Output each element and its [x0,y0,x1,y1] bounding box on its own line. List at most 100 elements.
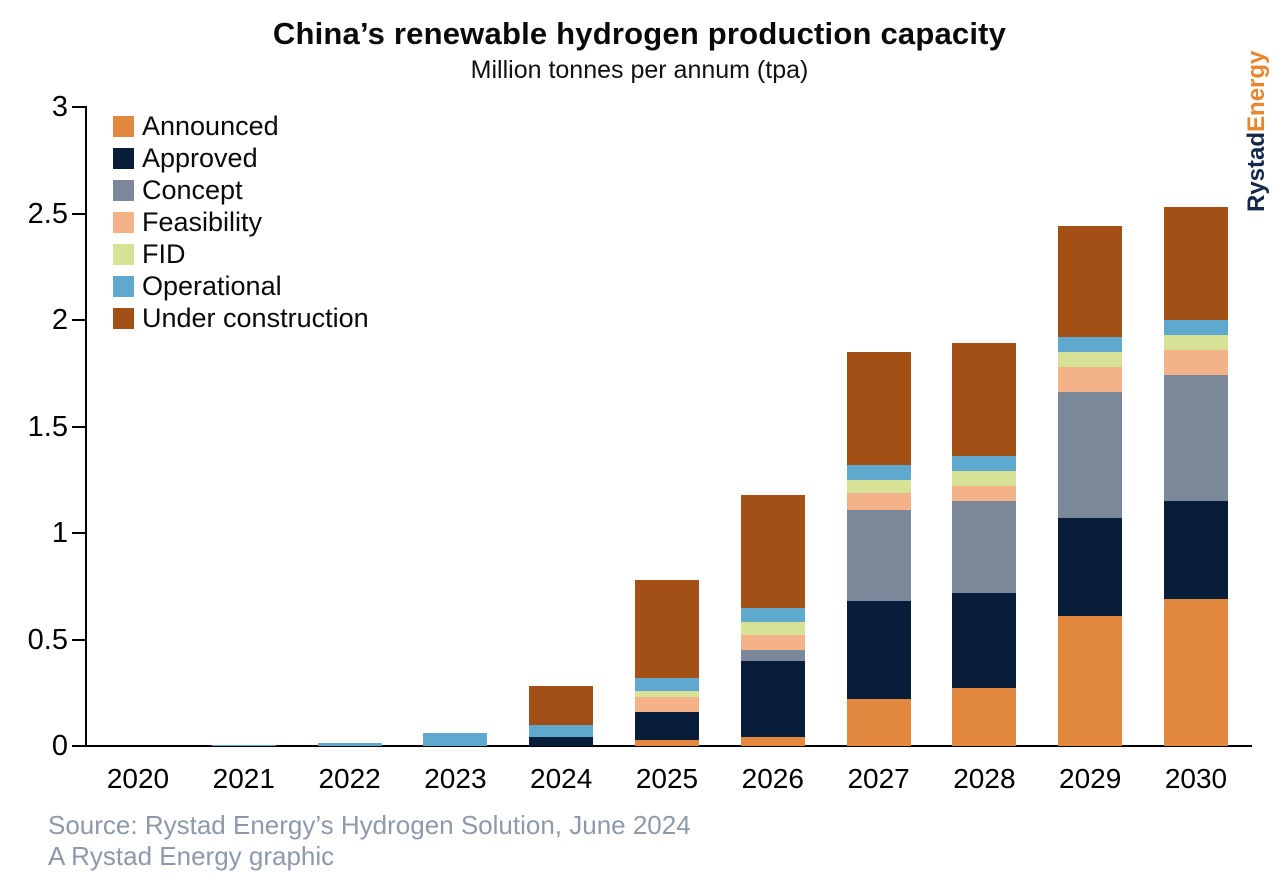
bar-segment-2030-under-construction [1164,207,1228,320]
x-tick-label: 2024 [530,763,593,794]
chart-subtitle: Million tonnes per annum (tpa) [470,56,809,84]
bar-segment-2025-feasibility [635,697,699,712]
source-text: Source: Rystad Energy’s Hydrogen Solutio… [48,810,691,840]
bar-segment-2023-operational [423,733,488,746]
y-tick-label: 3 [51,91,68,123]
x-tick-label: 2022 [318,763,381,794]
y-tick-mark [72,212,85,215]
bar-segment-2027-operational [846,464,911,480]
bar-segment-2029-concept [1058,392,1123,519]
bar-segment-2029-approved [1058,518,1123,617]
bar-segment-2026-fid [740,622,805,636]
y-tick-label: 1.5 [27,410,68,443]
y-tick-mark [72,638,85,641]
bar-segment-2024-operational [529,724,594,738]
bar-segment-2030-concept [1164,375,1228,502]
legend-label: FID [142,239,186,269]
bar-segment-2027-approved [846,601,911,700]
legend-item-under-construction: Under construction [113,302,369,334]
x-tick-label: 2027 [847,763,910,794]
legend-label: Under construction [142,303,369,333]
y-tick-label: 2 [51,304,68,336]
bar-segment-2028-under-construction [952,343,1017,457]
bar-segment-2030-feasibility [1164,349,1228,376]
legend-label: Operational [142,271,282,301]
legend-swatch-icon [113,211,134,233]
y-tick-label: 0 [51,730,68,762]
bar-segment-2029-under-construction [1058,226,1123,338]
y-axis-line [85,106,87,747]
y-tick-label: 2.5 [27,197,68,230]
x-axis-line [85,745,1252,747]
bar-segment-2022-operational [317,742,382,746]
x-tick-label: 2023 [424,763,487,794]
bar-segment-2025-announced [635,739,699,746]
x-tick-label: 2025 [635,763,699,794]
legend-swatch-icon [113,307,134,329]
legend-label: Approved [142,143,258,173]
legend-item-fid: FID [113,238,369,270]
bar-segment-2025-operational [635,677,699,691]
legend-swatch-icon [113,179,134,201]
bar-segment-2024-under-construction [529,686,594,725]
chart-title: China’s renewable hydrogen production ca… [272,16,1007,51]
bar-segment-2025-approved [635,711,699,740]
y-tick-mark [72,106,85,108]
legend-item-announced: Announced [113,110,369,142]
bar-segment-2024-approved [529,737,594,746]
legend-label: Concept [142,175,243,205]
bar-segment-2028-concept [952,501,1017,593]
bar-segment-2021-operational [211,744,276,746]
x-tick-label: 2028 [953,763,1016,794]
legend-swatch-icon [113,275,134,297]
bar-segment-2027-under-construction [846,351,911,465]
legend-swatch-icon [113,147,134,169]
bar-segment-2029-announced [1058,616,1123,746]
y-tick-mark [72,319,85,321]
y-tick-label: 0.5 [27,623,68,656]
bar-segment-2027-concept [846,509,911,602]
legend: Announced Approved Concept Feasibility FID Op… [113,110,369,334]
bar-segment-2027-fid [846,479,911,493]
bar-segment-2030-operational [1164,320,1228,335]
x-tick-label: 2026 [741,763,804,794]
bar-segment-2028-announced [952,688,1017,746]
legend-item-approved: Approved [113,142,369,174]
bar-segment-2026-operational [740,607,805,623]
bar-segment-2026-feasibility [740,635,805,651]
bar-segment-2028-operational [952,456,1017,472]
bar-segment-2025-fid [635,690,699,697]
legend-item-operational: Operational [113,270,369,302]
legend-swatch-icon [113,243,134,265]
credit-text: A Rystad Energy graphic [48,841,335,871]
bar-segment-2026-announced [740,737,805,746]
bar-segment-2027-feasibility [846,492,911,510]
bar-segment-2030-fid [1164,334,1228,350]
y-tick-mark [72,532,85,534]
legend-swatch-icon [113,115,134,137]
bar-segment-2029-feasibility [1058,366,1123,393]
bar-segment-2030-approved [1164,501,1228,600]
bar-segment-2026-approved [740,660,805,738]
y-tick-mark [72,745,85,747]
bar-segment-2028-fid [952,471,1017,487]
x-tick-label: 2020 [106,763,170,794]
bar-segment-2026-concept [740,650,805,661]
bar-segment-2026-under-construction [740,494,805,608]
legend-item-feasibility: Feasibility [113,206,369,238]
y-tick-label: 1 [51,517,68,549]
bar-segment-2027-announced [846,699,911,746]
legend-item-concept: Concept [113,174,369,206]
bar-segment-2030-announced [1164,599,1228,746]
y-tick-mark [72,425,85,428]
bar-segment-2025-under-construction [635,579,699,678]
legend-label: Feasibility [142,207,263,237]
bar-segment-2028-feasibility [952,486,1017,502]
bar-segment-2029-operational [1058,337,1123,352]
x-tick-label: 2029 [1059,763,1122,794]
legend-label: Announced [142,111,279,141]
x-tick-label: 2030 [1164,763,1228,794]
x-tick-label: 2021 [212,763,275,794]
